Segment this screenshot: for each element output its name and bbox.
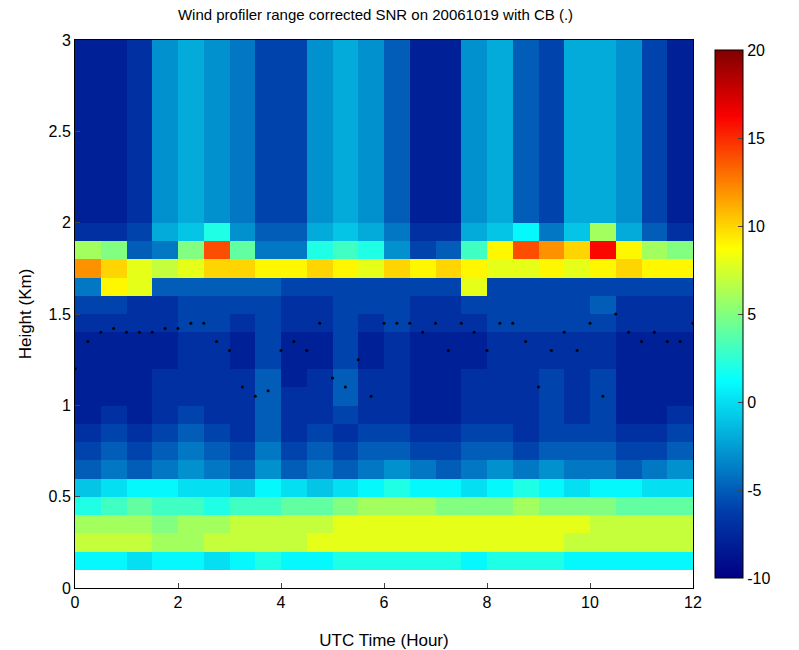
svg-text:0: 0	[747, 394, 756, 411]
svg-text:-10: -10	[747, 570, 770, 587]
svg-text:8: 8	[483, 594, 492, 611]
svg-text:0: 0	[71, 594, 80, 611]
svg-text:Wind profiler range corrected: Wind profiler range corrected SNR on 200…	[178, 6, 573, 23]
svg-text:2.5: 2.5	[49, 123, 71, 140]
svg-text:20: 20	[747, 42, 765, 59]
svg-text:3: 3	[62, 32, 71, 49]
svg-text:4: 4	[277, 594, 286, 611]
svg-text:6: 6	[380, 594, 389, 611]
svg-text:2: 2	[174, 594, 183, 611]
svg-text:UTC Time (Hour): UTC Time (Hour)	[319, 631, 448, 650]
svg-text:1: 1	[62, 397, 71, 414]
svg-text:12: 12	[684, 594, 702, 611]
svg-text:5: 5	[747, 306, 756, 323]
svg-text:10: 10	[747, 218, 765, 235]
svg-text:15: 15	[747, 130, 765, 147]
svg-text:1.5: 1.5	[49, 306, 71, 323]
svg-text:-5: -5	[747, 482, 761, 499]
svg-text:10: 10	[581, 594, 599, 611]
svg-text:0: 0	[62, 580, 71, 597]
svg-text:2: 2	[62, 214, 71, 231]
svg-text:Height (Km): Height (Km)	[16, 269, 35, 360]
svg-text:0.5: 0.5	[49, 488, 71, 505]
